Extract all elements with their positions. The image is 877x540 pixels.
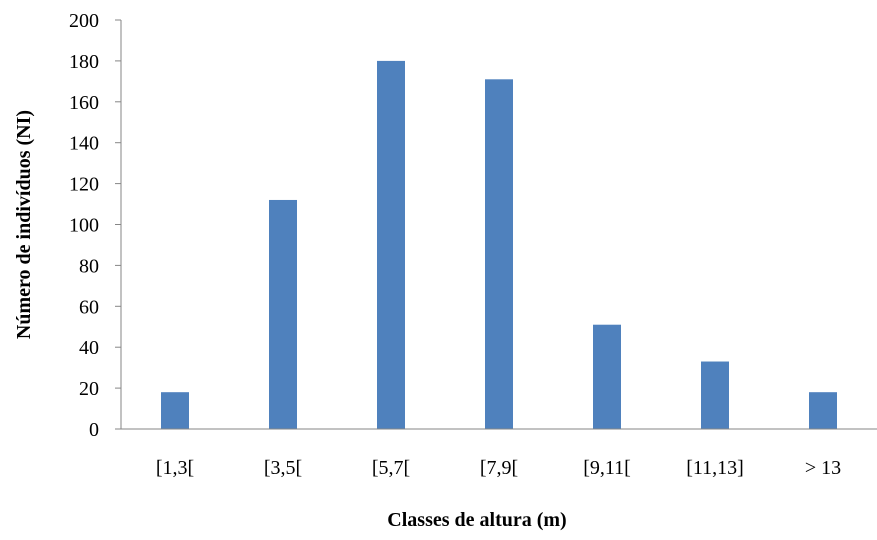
y-tick-label: 0: [89, 419, 99, 441]
y-tick-label: 120: [69, 174, 99, 196]
y-tick-label: 180: [69, 51, 99, 73]
bars: [161, 60, 837, 430]
x-tick-label: [11,13]: [686, 457, 744, 479]
y-tick-label: 200: [69, 10, 99, 32]
bar: [809, 392, 837, 429]
bar: [377, 60, 405, 430]
bar: [161, 392, 189, 429]
x-axis-ticks: [1,3[ [3,5[ [5,7[ [7,9[ [9,11[ [11,13] > 13: [156, 457, 841, 479]
bar: [485, 79, 513, 430]
x-tick-label: [1,3[: [156, 457, 194, 479]
y-axis-ticks: 0 20 40 60 80 100 120 140 160 180 200: [69, 10, 121, 441]
bar: [593, 324, 621, 429]
bar: [701, 361, 729, 429]
y-tick-label: 40: [79, 337, 99, 359]
y-tick-label: 100: [69, 215, 99, 237]
y-tick-label: 20: [79, 378, 99, 400]
y-axis-title: Número de indivíduos (NI): [13, 110, 35, 339]
x-tick-label: [9,11[: [583, 457, 631, 479]
x-axis-title: Classes de altura (m): [387, 509, 566, 531]
y-tick-label: 160: [69, 92, 99, 114]
x-tick-label: [5,7[: [372, 457, 410, 479]
y-tick-label: 80: [79, 255, 99, 277]
x-tick-label: [3,5[: [264, 457, 302, 479]
bar: [269, 199, 297, 429]
x-tick-label: > 13: [805, 457, 841, 479]
x-tick-label: [7,9[: [480, 457, 518, 479]
y-tick-label: 140: [69, 133, 99, 155]
y-tick-label: 60: [79, 296, 99, 318]
